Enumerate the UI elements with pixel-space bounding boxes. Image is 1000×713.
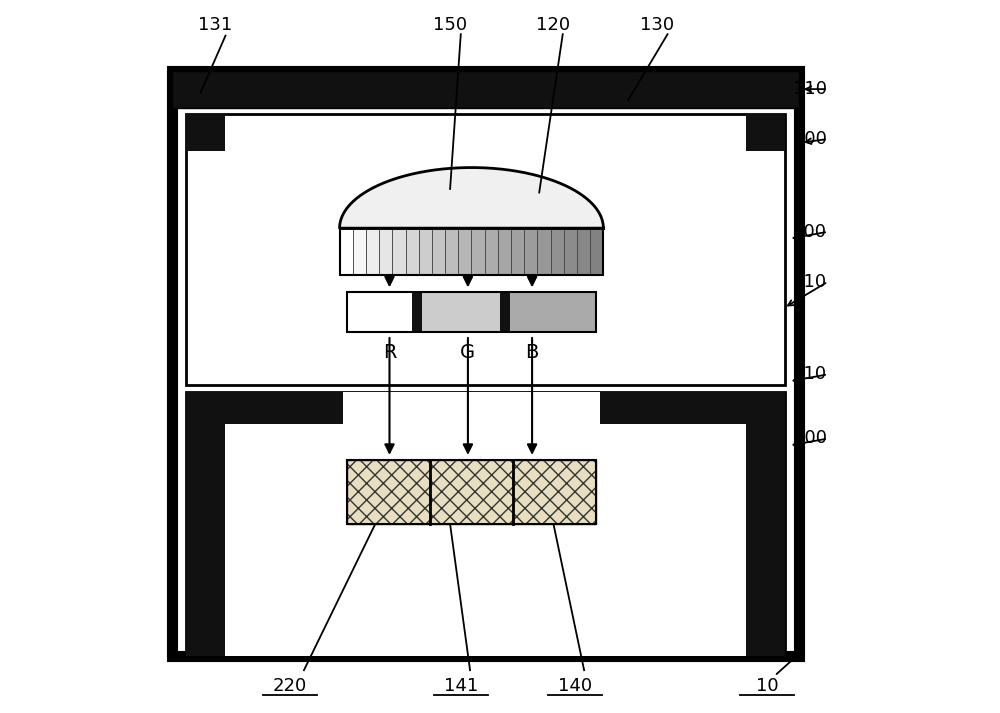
Bar — [746, 114, 785, 151]
Bar — [513, 460, 596, 524]
Text: 200: 200 — [793, 429, 827, 448]
Bar — [551, 228, 564, 275]
Bar — [347, 460, 430, 524]
Text: 220: 220 — [273, 677, 307, 695]
Bar — [343, 392, 600, 424]
Bar — [186, 392, 785, 656]
Text: G: G — [460, 344, 475, 362]
Text: 100: 100 — [793, 130, 827, 148]
Bar — [471, 228, 485, 275]
Text: 120: 120 — [536, 16, 571, 34]
Text: 300: 300 — [793, 222, 827, 241]
Text: 310: 310 — [793, 272, 827, 291]
Bar — [590, 228, 603, 275]
Bar — [353, 228, 366, 275]
Bar — [340, 228, 603, 275]
Bar — [511, 228, 524, 275]
Bar — [524, 228, 537, 275]
Bar — [445, 228, 458, 275]
Bar — [498, 228, 511, 275]
Bar — [186, 392, 785, 424]
Text: 210: 210 — [793, 365, 827, 384]
Bar — [458, 228, 471, 275]
Bar — [419, 228, 432, 275]
Text: R: R — [383, 344, 396, 362]
Bar — [422, 292, 500, 332]
Bar — [577, 228, 590, 275]
Bar — [225, 392, 746, 656]
Bar — [406, 228, 419, 275]
Bar — [432, 228, 445, 275]
Bar — [430, 460, 513, 524]
Bar — [347, 460, 596, 524]
Bar — [564, 228, 577, 275]
Bar — [392, 228, 406, 275]
Text: 110: 110 — [793, 80, 827, 98]
Bar — [340, 228, 353, 275]
Bar — [172, 71, 799, 108]
Bar — [340, 228, 603, 275]
Bar — [186, 392, 225, 656]
Text: 141: 141 — [444, 677, 478, 695]
Bar — [347, 292, 412, 332]
Polygon shape — [340, 168, 603, 228]
Bar — [379, 228, 392, 275]
Bar — [172, 71, 799, 656]
Bar — [412, 292, 422, 332]
Bar — [347, 292, 596, 332]
Bar — [485, 228, 498, 275]
Bar — [537, 228, 551, 275]
Text: 10: 10 — [756, 677, 779, 695]
Bar — [746, 392, 785, 656]
Bar — [186, 114, 785, 385]
Bar — [366, 228, 379, 275]
Bar — [186, 114, 225, 151]
Text: B: B — [525, 344, 539, 362]
Text: 150: 150 — [433, 16, 467, 34]
Text: 140: 140 — [558, 677, 592, 695]
Text: 130: 130 — [640, 16, 674, 34]
Text: 131: 131 — [198, 16, 232, 34]
Bar — [500, 292, 510, 332]
Bar — [510, 292, 596, 332]
